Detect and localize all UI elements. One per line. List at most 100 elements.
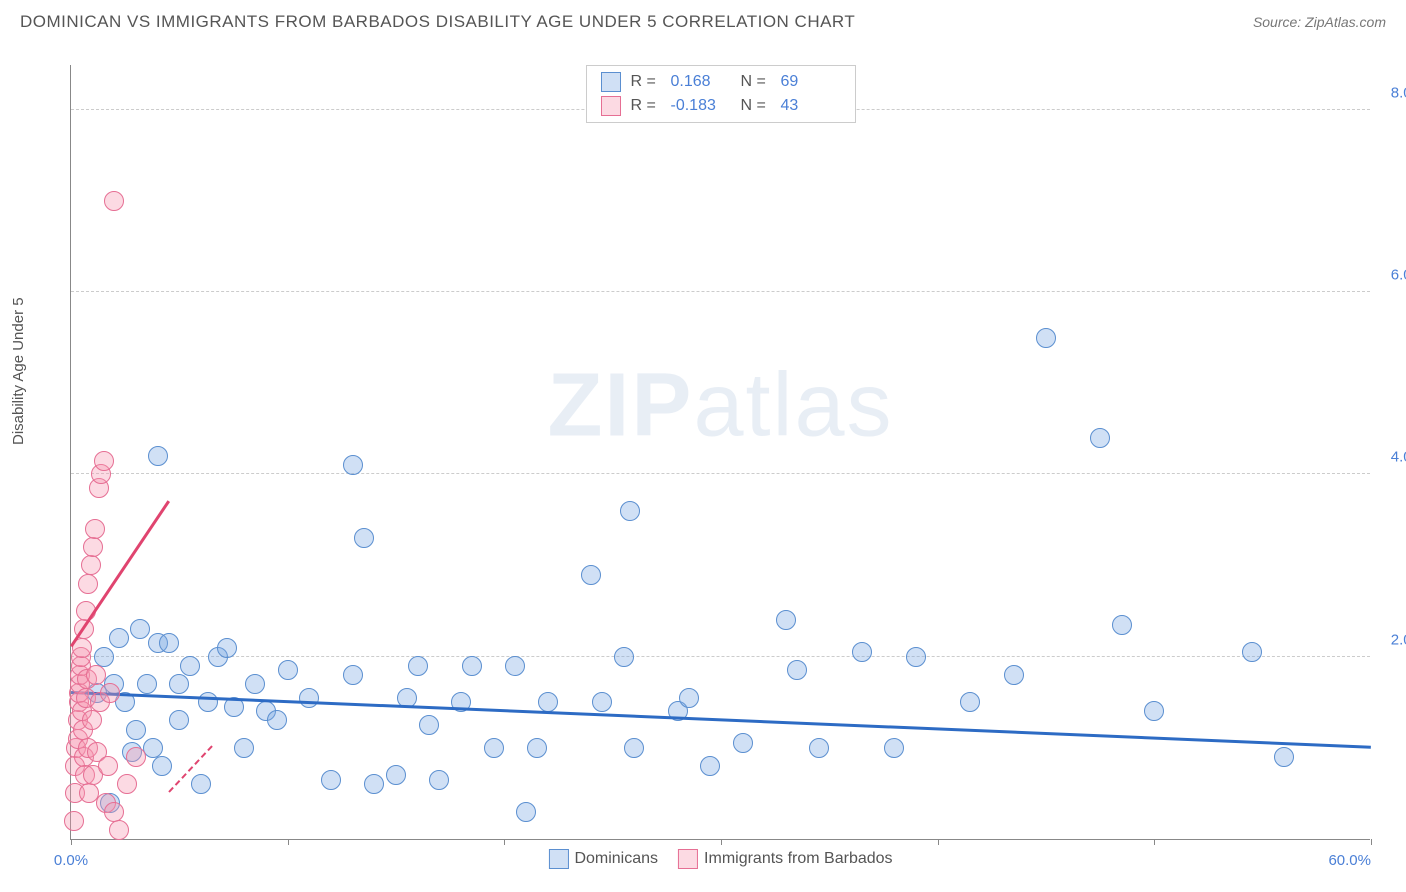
scatter-point <box>109 628 129 648</box>
x-tick <box>288 839 289 845</box>
gridline-h <box>71 291 1370 292</box>
x-tick <box>1154 839 1155 845</box>
scatter-point <box>234 738 254 758</box>
r-value: -0.183 <box>671 97 731 115</box>
scatter-point <box>364 774 384 794</box>
legend-swatch <box>548 849 568 869</box>
scatter-point <box>1274 747 1294 767</box>
scatter-point <box>267 710 287 730</box>
x-tick <box>1371 839 1372 845</box>
legend-item: Dominicans <box>548 849 658 869</box>
n-label: N = <box>741 73 771 91</box>
scatter-point <box>278 660 298 680</box>
scatter-point <box>614 647 634 667</box>
scatter-point <box>159 633 179 653</box>
scatter-point <box>884 738 904 758</box>
scatter-point <box>126 720 146 740</box>
scatter-point <box>137 674 157 694</box>
scatter-point <box>906 647 926 667</box>
legend-swatch <box>678 849 698 869</box>
scatter-point <box>245 674 265 694</box>
chart-title: DOMINICAN VS IMMIGRANTS FROM BARBADOS DI… <box>20 12 855 32</box>
scatter-point <box>386 765 406 785</box>
scatter-point <box>191 774 211 794</box>
scatter-point <box>321 770 341 790</box>
scatter-point <box>143 738 163 758</box>
scatter-point <box>98 756 118 776</box>
scatter-point <box>787 660 807 680</box>
x-tick-label: 0.0% <box>54 852 88 869</box>
scatter-point <box>960 692 980 712</box>
scatter-point <box>1090 428 1110 448</box>
plot-area: ZIPatlas R =0.168N =69R =-0.183N =43 Dom… <box>70 65 1370 840</box>
scatter-point <box>620 501 640 521</box>
scatter-point <box>217 638 237 658</box>
scatter-point <box>516 802 536 822</box>
x-tick <box>721 839 722 845</box>
scatter-point <box>94 647 114 667</box>
scatter-point <box>64 811 84 831</box>
x-tick <box>938 839 939 845</box>
scatter-point <box>130 619 150 639</box>
legend-item: Immigrants from Barbados <box>678 849 893 869</box>
scatter-point <box>83 537 103 557</box>
scatter-point <box>82 710 102 730</box>
scatter-point <box>538 692 558 712</box>
scatter-point <box>505 656 525 676</box>
correlation-row: R = 0.168 N = 69 <box>601 70 841 94</box>
source-prefix: Source: <box>1253 14 1305 30</box>
scatter-point <box>299 688 319 708</box>
source-credit: Source: ZipAtlas.com <box>1253 14 1386 30</box>
n-value: 69 <box>781 73 841 91</box>
source-name: ZipAtlas.com <box>1305 14 1386 30</box>
scatter-point <box>408 656 428 676</box>
scatter-point <box>85 519 105 539</box>
r-value: 0.168 <box>671 73 731 91</box>
gridline-h <box>71 473 1370 474</box>
scatter-point <box>1036 328 1056 348</box>
r-label: R = <box>631 73 661 91</box>
scatter-point <box>484 738 504 758</box>
scatter-point <box>809 738 829 758</box>
r-label: R = <box>631 97 661 115</box>
scatter-point <box>109 820 129 840</box>
scatter-point <box>776 610 796 630</box>
scatter-point <box>419 715 439 735</box>
y-tick-label: 4.0% <box>1391 449 1406 466</box>
scatter-point <box>148 446 168 466</box>
scatter-point <box>169 710 189 730</box>
x-tick-label: 60.0% <box>1328 852 1371 869</box>
scatter-point <box>679 688 699 708</box>
chart-container: Disability Age Under 5 ZIPatlas R =0.168… <box>20 45 1390 885</box>
watermark: ZIPatlas <box>547 354 893 457</box>
scatter-point <box>354 528 374 548</box>
legend-swatch <box>601 72 621 92</box>
scatter-point <box>104 802 124 822</box>
legend-swatch <box>601 96 621 116</box>
series-legend: Dominicans Immigrants from Barbados <box>548 849 892 869</box>
scatter-point <box>852 642 872 662</box>
scatter-point <box>180 656 200 676</box>
scatter-point <box>81 555 101 575</box>
scatter-point <box>733 733 753 753</box>
scatter-point <box>527 738 547 758</box>
scatter-point <box>343 455 363 475</box>
scatter-point <box>1112 615 1132 635</box>
scatter-point <box>1144 701 1164 721</box>
chart-header: DOMINICAN VS IMMIGRANTS FROM BARBADOS DI… <box>0 0 1406 40</box>
scatter-point <box>94 451 114 471</box>
scatter-point <box>343 665 363 685</box>
scatter-point <box>624 738 644 758</box>
legend-label: Dominicans <box>574 850 658 868</box>
correlation-row: R =-0.183N =43 <box>601 94 841 118</box>
scatter-point <box>169 674 189 694</box>
n-value: 43 <box>781 97 841 115</box>
x-tick <box>71 839 72 845</box>
scatter-point <box>78 574 98 594</box>
y-tick-label: 6.0% <box>1391 266 1406 283</box>
y-tick-label: 2.0% <box>1391 631 1406 648</box>
scatter-point <box>100 683 120 703</box>
scatter-point <box>152 756 172 776</box>
scatter-point <box>1004 665 1024 685</box>
scatter-point <box>581 565 601 585</box>
